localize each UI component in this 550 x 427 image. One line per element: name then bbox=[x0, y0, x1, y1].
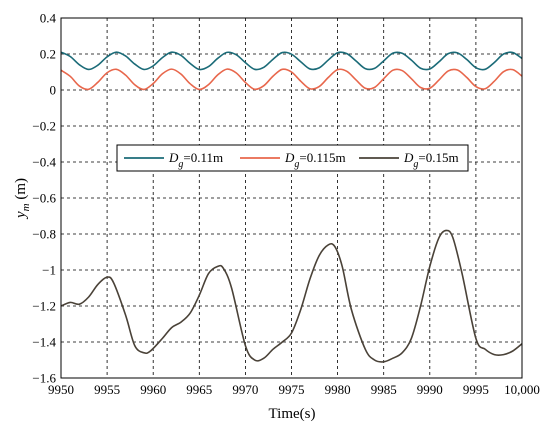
x-tick-label: 9955 bbox=[94, 382, 120, 397]
x-tick-label: 9990 bbox=[417, 382, 443, 397]
y-tick-label: −0.2 bbox=[32, 119, 56, 134]
plot-frame bbox=[60, 17, 523, 379]
y-tick-label: −1.6 bbox=[32, 371, 56, 386]
y-tick-label: −1.4 bbox=[32, 335, 56, 350]
series-lines bbox=[60, 51, 523, 363]
legend-label-1: Dg=0.11m bbox=[168, 150, 223, 170]
y-tick-label: 0 bbox=[50, 83, 57, 98]
x-tick-labels: 9950 9955 9960 9965 9970 9975 9980 9985 9990 9995… bbox=[48, 382, 540, 397]
y-axis-title-main: y bbox=[13, 211, 29, 220]
x-tick-label: 10,000 bbox=[504, 382, 540, 397]
x-axis-title: Time(s) bbox=[269, 406, 316, 422]
series-line-2 bbox=[60, 68, 523, 91]
y-axis-title: ym (m) bbox=[13, 178, 32, 220]
legend-box bbox=[116, 144, 469, 172]
x-tick-label: 9995 bbox=[463, 382, 489, 397]
y-tick-label: −1.2 bbox=[32, 299, 56, 314]
y-tick-label: −1 bbox=[42, 263, 56, 278]
series-line-1 bbox=[60, 51, 523, 71]
y-tick-label: −0.8 bbox=[32, 227, 56, 242]
y-tick-labels: 0.4 0.2 0 −0.2 −0.4 −0.6 −0.8 −1 −1.2 −1.4 −1.6 bbox=[32, 11, 56, 386]
legend: Dg=0.11m Dg=0.115m Dg=0.15m bbox=[116, 144, 469, 172]
series-line-3 bbox=[60, 229, 523, 363]
x-tick-label: 9950 bbox=[48, 382, 74, 397]
x-tick-label: 9985 bbox=[371, 382, 397, 397]
y-tick-label: −0.6 bbox=[32, 191, 56, 206]
y-axis-title-unit: (m) bbox=[13, 178, 29, 203]
x-tick-label: 9980 bbox=[325, 382, 351, 397]
y-tick-label: 0.4 bbox=[40, 11, 57, 26]
y-tick-label: −0.4 bbox=[32, 155, 56, 170]
x-tick-label: 9975 bbox=[279, 382, 305, 397]
y-tick-label: 0.2 bbox=[40, 47, 56, 62]
legend-label-2: Dg=0.115m bbox=[284, 150, 346, 170]
x-tick-label: 9970 bbox=[232, 382, 258, 397]
x-tick-label: 9965 bbox=[186, 382, 212, 397]
legend-label-3: Dg=0.15m bbox=[403, 150, 459, 170]
y-axis-title-sub: m bbox=[20, 203, 32, 211]
x-tick-label: 9960 bbox=[140, 382, 166, 397]
svg-text:ym (m): ym (m) bbox=[13, 178, 32, 220]
